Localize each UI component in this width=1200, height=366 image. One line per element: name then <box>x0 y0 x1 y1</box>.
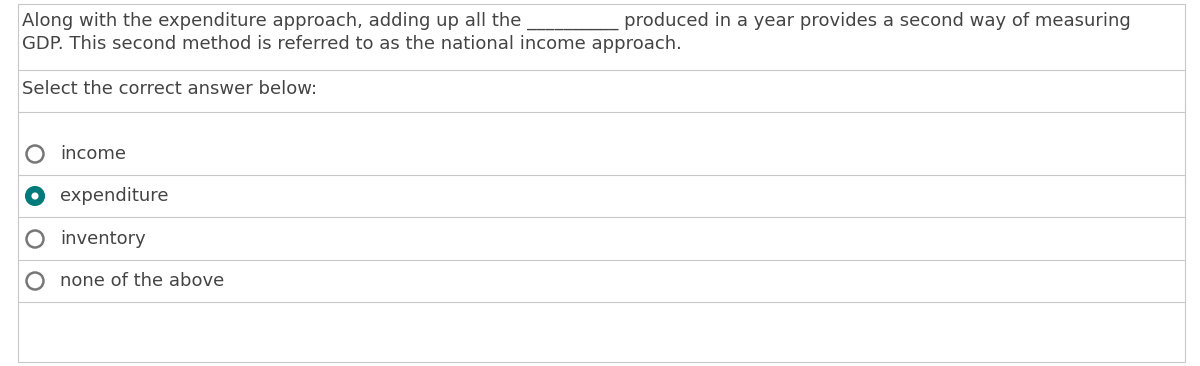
Circle shape <box>26 146 43 163</box>
Circle shape <box>31 193 38 199</box>
Circle shape <box>26 273 43 290</box>
Text: expenditure: expenditure <box>60 187 168 205</box>
Text: income: income <box>60 145 126 163</box>
Text: Along with the expenditure approach, adding up all the __________ produced in a : Along with the expenditure approach, add… <box>22 12 1130 30</box>
Text: Select the correct answer below:: Select the correct answer below: <box>22 80 317 98</box>
Circle shape <box>26 187 43 205</box>
Text: inventory: inventory <box>60 230 145 248</box>
Text: GDP. This second method is referred to as the national income approach.: GDP. This second method is referred to a… <box>22 35 682 53</box>
Circle shape <box>26 231 43 247</box>
Text: none of the above: none of the above <box>60 272 224 290</box>
